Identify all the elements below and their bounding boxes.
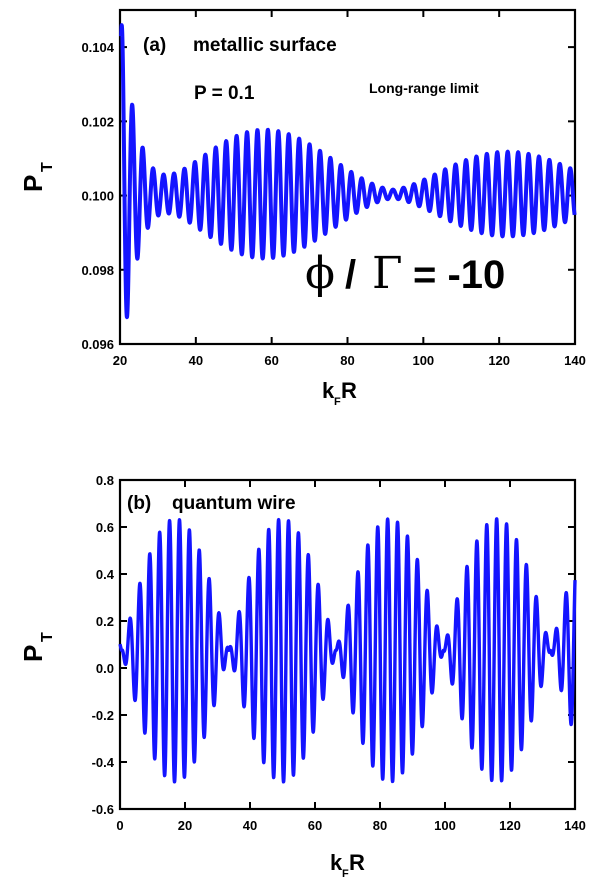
panel-a-xtick-label: 20 [113,353,127,368]
panel-b-xtick-label: 120 [499,818,521,833]
panel-a-regime-note: Long-range limit [369,80,479,96]
panel-b-xlabel-sub: F [342,868,349,880]
panel-a-xlabel: k F R [322,378,357,408]
panel-b-ylabel-main: P [18,645,48,662]
panel-b-xtick-label: 100 [434,818,456,833]
panel-b-ytick-label: 0.8 [96,473,114,488]
panel-a-ylabel-sub: T [39,162,56,172]
panel-a-xlabel-tail: R [341,378,357,403]
panel-b-xlabel: k F R [330,850,365,880]
panel-b-xtick-label: 140 [564,818,586,833]
panel-b-ytick-label: 0.2 [96,614,114,629]
panel-a: 20 40 60 80 100 120 140 0.096 0.098 0.100 0.102 0.1… [18,8,586,408]
panel-a-xtick-label: 140 [564,353,586,368]
panel-b-xlabel-tail: R [349,850,365,875]
panel-b-ytick-label: 0.4 [96,567,115,582]
panel-a-ytick-label: 0.096 [81,337,114,352]
panel-b-ylabel-sub: T [39,632,56,642]
panel-b-series-line [118,517,577,784]
phi-symbol: ϕ [305,248,335,299]
phi-gamma-value: = -10 [413,253,505,297]
panel-b-xtick-label: 40 [243,818,257,833]
panel-a-title: metallic surface [193,35,337,56]
panel-a-ytick-label: 0.104 [81,40,114,55]
panel-b-ylabel: P T [18,632,56,662]
panel-b-xlabel-main: k [330,850,343,875]
panel-a-xlabel-main: k [322,378,335,403]
panel-a-xlabel-sub: F [334,396,341,408]
panel-a-label: (a) [143,35,166,56]
panel-b-tick-labels: 0 20 40 60 80 100 120 140 -0.6 -0.4 -0.2 0.0 0.2 0.4 0… [92,473,586,833]
panel-b-ytick-label: 0.0 [96,661,114,676]
panel-b-xtick-label: 80 [373,818,387,833]
slash: / [345,253,356,297]
panel-a-xtick-label: 40 [189,353,203,368]
panel-a-ylabel: P T [18,162,56,192]
panel-a-ytick-label: 0.100 [81,189,114,204]
panel-a-series-line [119,23,577,320]
panel-b-ytick-label: -0.6 [92,802,114,817]
panel-b-title: quantum wire [172,493,296,514]
panel-a-tick-labels: 20 40 60 80 100 120 140 0.096 0.098 0.100 0.102 0.1… [81,40,585,368]
panel-b-xtick-label: 20 [178,818,192,833]
panel-a-xtick-label: 120 [488,353,510,368]
panel-b-ytick-label: -0.4 [92,755,115,770]
panel-a-ytick-label: 0.102 [81,114,114,129]
panel-a-xtick-label: 80 [340,353,354,368]
panel-b-label: (b) [127,493,151,514]
panel-b-ytick-label: -0.2 [92,708,114,723]
panel-a-xtick-label: 100 [412,353,434,368]
panel-a-ytick-label: 0.098 [81,263,114,278]
panel-a-xtick-label: 60 [264,353,278,368]
panel-b-xtick-label: 60 [308,818,322,833]
panel-b-ytick-label: 0.6 [96,520,114,535]
panel-b: 0 20 40 60 80 100 120 140 -0.6 -0.4 -0.2 0.0 0.2 0.4 0… [18,473,586,880]
panel-a-ylabel-main: P [18,175,48,192]
gamma-symbol: Γ [372,248,403,299]
panel-b-xtick-label: 0 [116,818,123,833]
panel-a-p-value: P = 0.1 [194,83,255,104]
